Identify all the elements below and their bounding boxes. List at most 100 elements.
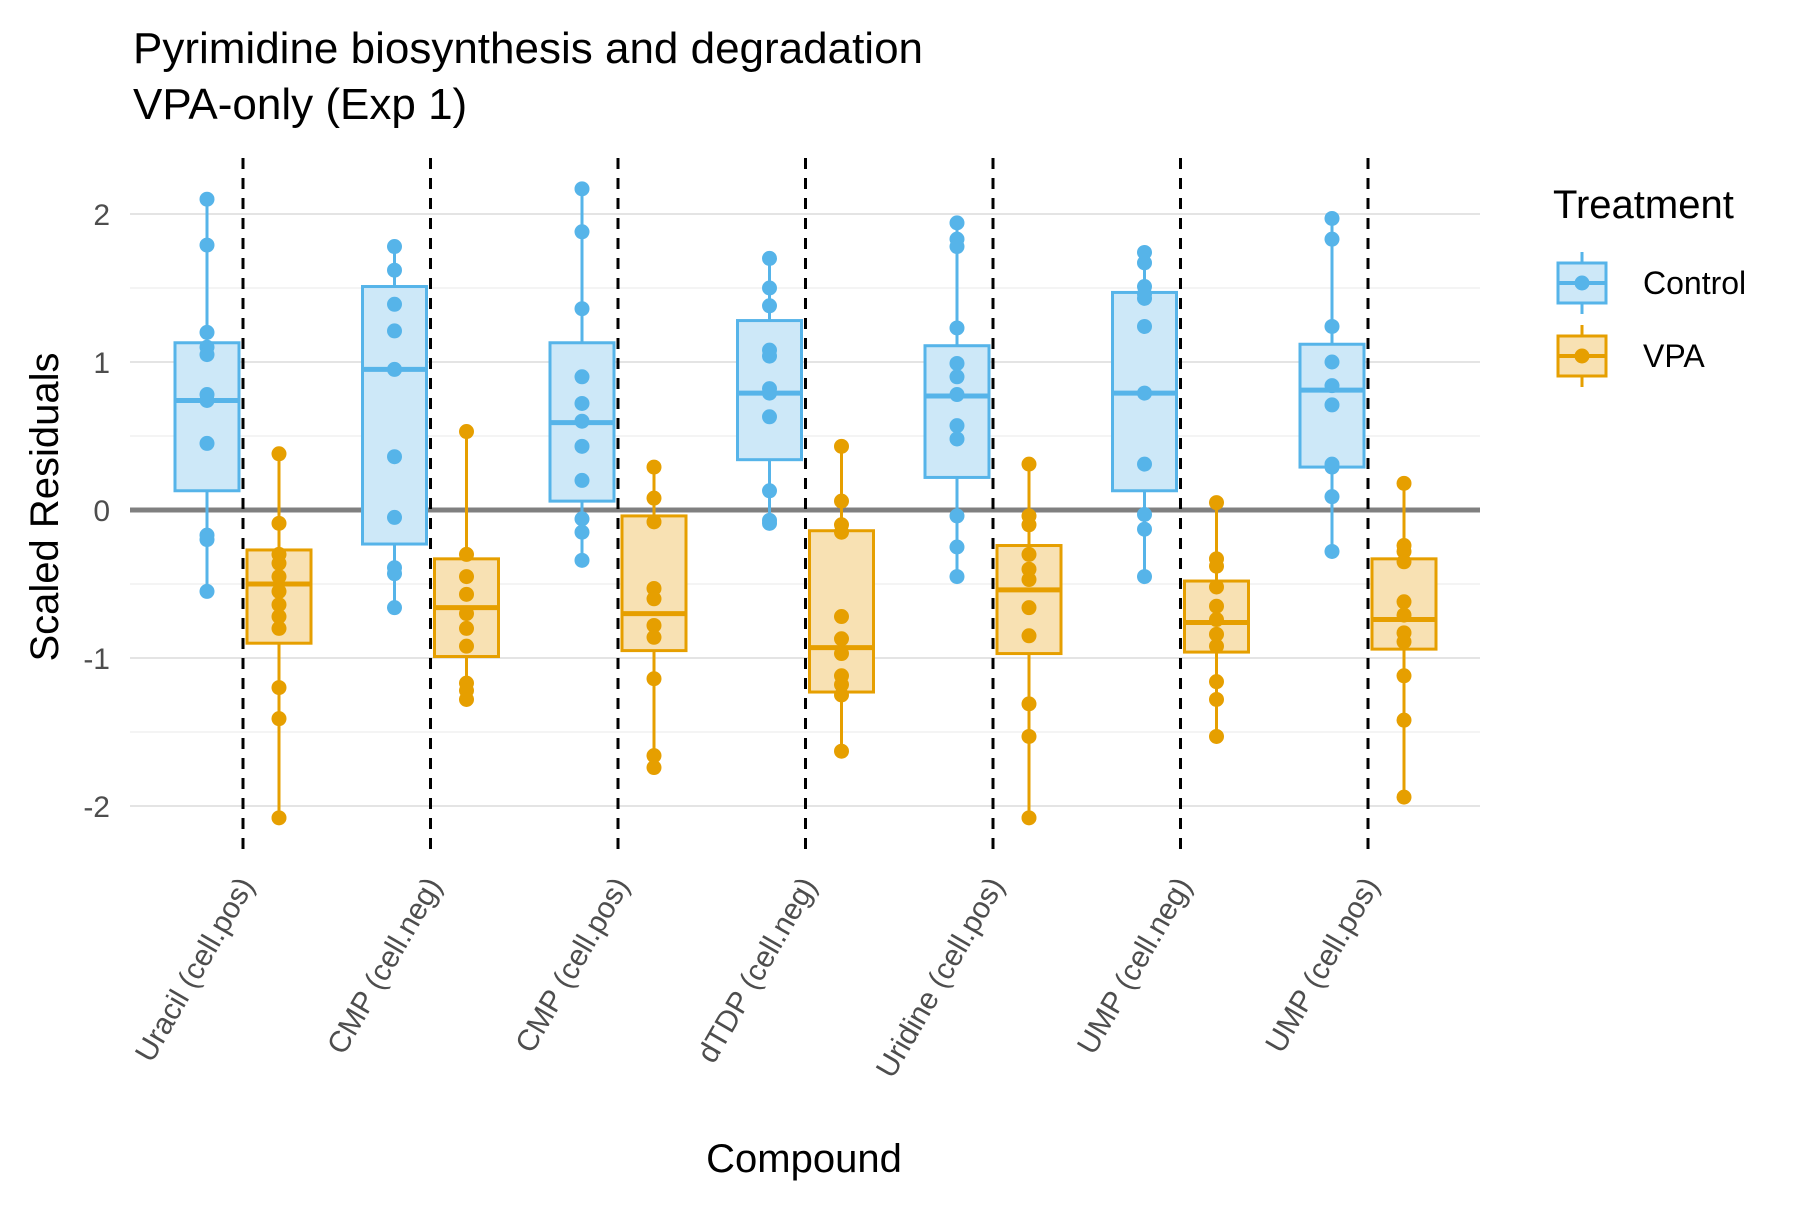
data-point	[1021, 728, 1037, 744]
data-point	[834, 631, 849, 647]
data-point	[1137, 569, 1152, 585]
data-point	[199, 191, 215, 207]
data-point	[574, 369, 590, 385]
data-point	[574, 301, 590, 317]
data-point	[949, 369, 965, 385]
data-point	[646, 490, 662, 506]
data-point	[387, 509, 402, 525]
data-point	[271, 609, 287, 625]
y-tick-labels: -2 -1 0 1 2	[83, 199, 110, 824]
chart-subtitle: VPA-only (Exp 1)	[133, 80, 467, 129]
data-point	[1324, 543, 1340, 559]
data-point	[1209, 691, 1224, 707]
data-point	[574, 472, 590, 488]
legend-label: VPA	[1643, 338, 1705, 374]
data-point	[1396, 607, 1412, 623]
data-point	[1324, 231, 1340, 247]
data-point	[949, 431, 965, 447]
data-point	[646, 671, 662, 687]
data-point	[199, 347, 215, 363]
data-point	[949, 387, 965, 403]
data-point	[1137, 318, 1152, 334]
data-point	[1209, 579, 1224, 595]
legend-key-point	[1574, 275, 1590, 291]
data-point	[459, 546, 474, 562]
data-point	[834, 438, 849, 454]
y-tick-label: -1	[83, 643, 110, 676]
data-point	[1324, 318, 1340, 334]
legend-title: Treatment	[1553, 183, 1734, 227]
data-point	[1021, 546, 1037, 562]
data-point	[271, 569, 287, 585]
data-point	[271, 680, 287, 696]
data-point	[1396, 634, 1412, 650]
data-point	[271, 620, 287, 636]
data-point	[646, 629, 662, 645]
data-point	[762, 298, 777, 314]
data-point	[387, 361, 402, 377]
data-point	[1396, 554, 1412, 570]
data-point	[949, 418, 965, 434]
legend-label: Control	[1643, 265, 1746, 301]
data-point	[271, 597, 287, 613]
data-point	[459, 569, 474, 585]
data-point	[387, 262, 402, 278]
y-tick-label: 1	[93, 347, 110, 380]
data-point	[199, 435, 215, 451]
data-point	[387, 566, 402, 582]
data-point	[646, 459, 662, 475]
data-point	[762, 250, 777, 266]
data-point	[574, 224, 590, 240]
y-tick-label: 0	[93, 495, 110, 528]
data-point	[1396, 543, 1412, 559]
data-point	[1209, 626, 1224, 642]
data-point	[1137, 385, 1152, 401]
data-point	[646, 617, 662, 633]
data-point	[646, 580, 662, 596]
data-point	[949, 320, 965, 336]
x-tick-label: UMP (cell.neg)	[1071, 872, 1199, 1060]
data-point	[1396, 594, 1412, 610]
x-tick-label: CMP (cell.pos)	[509, 872, 636, 1058]
data-point	[949, 355, 965, 371]
data-point	[949, 239, 965, 255]
x-tick-label: CMP (cell.neg)	[321, 872, 449, 1060]
y-tick-label: 2	[93, 199, 110, 232]
data-point	[574, 524, 590, 540]
x-tick-labels: Uracil (cell.pos) CMP (cell.neg) CMP (cell…	[129, 872, 1386, 1083]
data-point	[271, 583, 287, 599]
data-point	[199, 583, 215, 599]
data-point	[199, 392, 215, 408]
data-point	[271, 711, 287, 727]
data-point	[574, 395, 590, 411]
data-point	[949, 508, 965, 524]
data-point	[1137, 244, 1152, 260]
y-tick-label: -2	[83, 791, 110, 824]
data-point	[1396, 668, 1412, 684]
data-point	[459, 638, 474, 654]
x-axis-label: Compound	[706, 1137, 902, 1181]
data-point	[1324, 378, 1340, 394]
data-point	[1396, 475, 1412, 491]
chart-title: Pyrimidine biosynthesis and degradation	[133, 24, 923, 73]
data-point	[1021, 572, 1037, 588]
data-point	[834, 677, 849, 693]
data-point	[1021, 696, 1037, 712]
data-point	[1209, 638, 1224, 654]
y-axis-label: Scaled Residuals	[23, 352, 67, 661]
data-point	[459, 691, 474, 707]
data-point	[1021, 561, 1037, 577]
data-point	[459, 424, 474, 440]
data-point	[762, 348, 777, 364]
data-point	[1137, 506, 1152, 522]
data-point	[834, 524, 849, 540]
data-point	[1209, 558, 1224, 574]
data-point	[834, 493, 849, 509]
legend: Treatment Control VPA	[1553, 183, 1746, 387]
data-point	[1396, 712, 1412, 728]
data-point	[271, 555, 287, 571]
data-point	[1324, 397, 1340, 413]
data-point	[574, 413, 590, 429]
